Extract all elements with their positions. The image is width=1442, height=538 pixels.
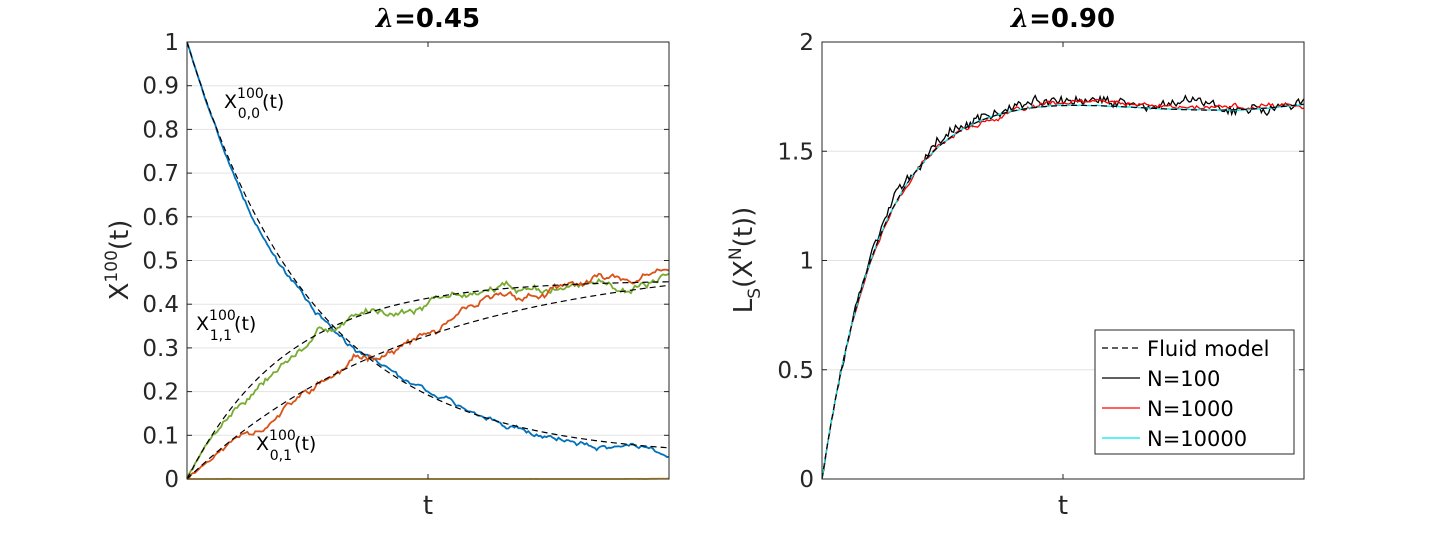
legend-label-n1000: N=1000 [1147, 397, 1234, 421]
legend-label-n10000: N=10000 [1147, 427, 1247, 451]
annotation-x01: X100 0,1(t) [256, 428, 316, 464]
left-series-line-2 [186, 268, 670, 480]
right-chart-panel: 0 0.5 1 1.5 2 λ=0.90 t LS(XN(t)) Fluid model… [726, 4, 1305, 521]
right-series-line-0 [821, 94, 1305, 480]
left-chart-title: λ=0.45 [375, 4, 480, 34]
left-y-tick-label: 0.6 [142, 205, 179, 231]
right-y-axis-label: LS(XN(t)) [726, 207, 765, 314]
left-y-tick-label: 0.9 [142, 74, 179, 100]
left-y-tick-label: 0.8 [142, 117, 179, 143]
annotation-x00: X100 0,0(t) [224, 86, 284, 122]
left-y-tick-label: 0.7 [142, 161, 179, 187]
right-x-axis-label: t [1058, 491, 1068, 521]
legend: Fluid model N=100 N=1000 N=10000 [1094, 329, 1295, 455]
left-y-ticks: 0 0.1 0.2 0.3 0.4 0.5 0.6 0.7 0.8 0.9 1 [142, 30, 669, 493]
left-fluid-model-line-1 [186, 281, 670, 480]
left-y-tick-label: 0.1 [142, 423, 179, 449]
left-x-axis-label: t [423, 491, 433, 521]
left-series-line-0 [186, 41, 670, 458]
right-title-lambda: λ [1010, 4, 1029, 34]
left-y-tick-label: 0.5 [142, 249, 179, 275]
right-y-tick-label: 0 [799, 467, 814, 493]
right-y-tick-label: 1.5 [777, 139, 814, 165]
left-y-tick-label: 1 [164, 30, 179, 56]
right-y-tick-label: 1 [799, 249, 814, 275]
annotation-x11: X100 1,1(t) [196, 308, 256, 344]
left-fluid-model-line-0 [186, 41, 670, 449]
right-fluid-model-line [821, 103, 1305, 480]
legend-box [1094, 329, 1295, 455]
right-y-ticks: 0 0.5 1 1.5 2 [777, 30, 1304, 493]
right-series-lines [821, 94, 1305, 480]
left-y-tick-label: 0 [164, 467, 179, 493]
left-y-tick-label: 0.3 [142, 336, 179, 362]
right-y-tick-label: 0.5 [777, 358, 814, 384]
legend-label-n100: N=100 [1147, 367, 1220, 391]
left-y-axis-label: X100(t) [102, 220, 135, 301]
left-series-lines [186, 41, 670, 480]
right-chart-title: λ=0.90 [1010, 4, 1115, 34]
left-title-lambda: λ [375, 4, 394, 34]
left-y-tick-label: 0.4 [142, 292, 179, 318]
legend-label-fluid: Fluid model [1147, 337, 1269, 361]
right-y-tick-label: 2 [799, 30, 814, 56]
left-chart-panel: 0 0.1 0.2 0.3 0.4 0.5 0.6 0.7 0.8 0.9 1 λ=0.45 t X… [102, 4, 670, 521]
right-series-line-1 [821, 98, 1305, 479]
left-y-tick-label: 0.2 [142, 380, 179, 406]
left-fluid-model-line-2 [186, 284, 670, 480]
